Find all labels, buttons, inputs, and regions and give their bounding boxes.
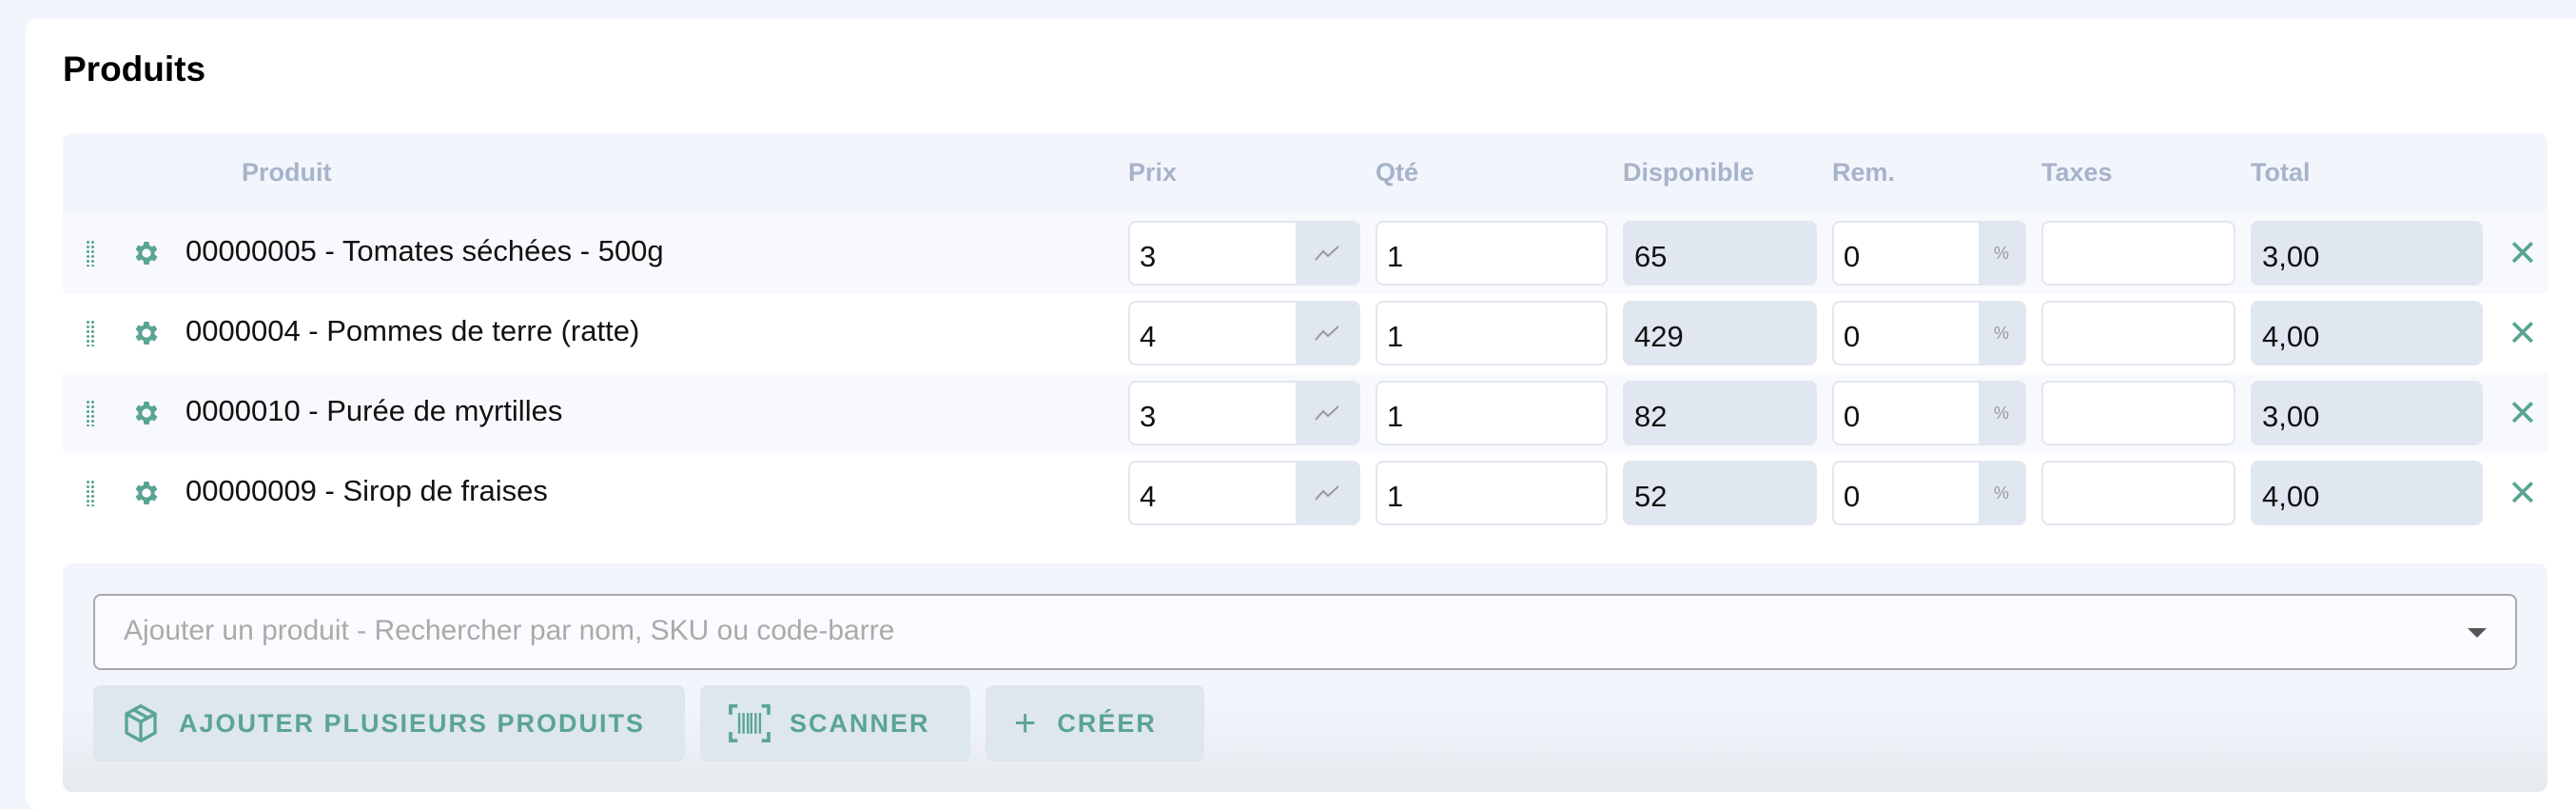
total-value: 4,00 xyxy=(2262,320,2320,353)
available-value: 429 xyxy=(1634,320,1684,353)
remove-row-close-icon[interactable]: ✕ xyxy=(2508,394,2538,434)
price-history-icon[interactable] xyxy=(1315,484,1339,502)
discount-input[interactable]: 0% xyxy=(1832,461,2026,525)
price-input[interactable]: 4 xyxy=(1128,461,1360,525)
product-name: 0000010 - Purée de myrtilles xyxy=(185,394,563,427)
remove-row-close-icon[interactable]: ✕ xyxy=(2508,314,2538,354)
price-value: 3 xyxy=(1140,240,1157,273)
remove-row-close-icon[interactable]: ✕ xyxy=(2508,234,2538,274)
total-value: 4,00 xyxy=(2262,480,2320,513)
col-qty: Qté xyxy=(1376,158,1419,187)
barcode-icon xyxy=(729,704,771,742)
scan-button[interactable]: SCANNER xyxy=(700,685,970,761)
price-input[interactable]: 4 xyxy=(1128,301,1360,365)
total-field: 3,00 xyxy=(2251,221,2483,286)
product-name: 00000005 - Tomates séchées - 500g xyxy=(185,234,664,267)
chevron-down-icon[interactable] xyxy=(2468,628,2487,638)
table-row: 00000009 - Sirop de fraises 4 1 52 0% 4,… xyxy=(63,453,2547,533)
create-label: CRÉER xyxy=(1057,708,1157,738)
taxes-input[interactable] xyxy=(2041,301,2235,365)
search-placeholder: Ajouter un produit - Rechercher par nom,… xyxy=(124,615,895,646)
table-row: 0000004 - Pommes de terre (ratte) 4 1 42… xyxy=(63,293,2547,373)
discount-input[interactable]: 0% xyxy=(1832,381,2026,445)
price-value: 4 xyxy=(1140,480,1157,513)
col-total: Total xyxy=(2251,158,2311,187)
available-field: 52 xyxy=(1623,461,1817,525)
add-product-panel: Ajouter un produit - Rechercher par nom,… xyxy=(63,563,2547,792)
scan-label: SCANNER xyxy=(790,708,930,738)
discount-value: 0 xyxy=(1844,240,1861,273)
drag-handle-icon[interactable] xyxy=(86,400,95,426)
qty-input[interactable]: 1 xyxy=(1376,221,1608,286)
price-value: 3 xyxy=(1140,400,1157,433)
price-history-icon[interactable] xyxy=(1315,404,1339,422)
price-history-icon[interactable] xyxy=(1315,325,1339,342)
percent-addon: % xyxy=(1979,383,2024,444)
drag-handle-icon[interactable] xyxy=(86,240,95,266)
price-history-icon[interactable] xyxy=(1315,245,1339,262)
qty-value: 1 xyxy=(1387,400,1404,433)
gear-icon[interactable] xyxy=(131,318,162,348)
total-value: 3,00 xyxy=(2262,240,2320,273)
gear-icon[interactable] xyxy=(131,478,162,508)
table-row: 0000010 - Purée de myrtilles 3 1 82 0% 3… xyxy=(63,373,2547,453)
total-field: 4,00 xyxy=(2251,301,2483,365)
qty-value: 1 xyxy=(1387,480,1404,513)
percent-addon: % xyxy=(1979,223,2024,284)
taxes-input[interactable] xyxy=(2041,381,2235,445)
col-discount: Rem. xyxy=(1832,158,1896,187)
col-taxes: Taxes xyxy=(2041,158,2113,187)
percent-addon: % xyxy=(1979,463,2024,523)
discount-value: 0 xyxy=(1844,400,1861,433)
discount-value: 0 xyxy=(1844,320,1861,353)
price-input[interactable]: 3 xyxy=(1128,381,1360,445)
gear-icon[interactable] xyxy=(131,398,162,428)
remove-row-close-icon[interactable]: ✕ xyxy=(2508,474,2538,514)
taxes-input[interactable] xyxy=(2041,461,2235,525)
discount-value: 0 xyxy=(1844,480,1861,513)
add-multiple-label: AJOUTER PLUSIEURS PRODUITS xyxy=(179,708,646,738)
box-icon xyxy=(125,703,157,743)
drag-handle-icon[interactable] xyxy=(86,320,95,346)
available-value: 82 xyxy=(1634,400,1668,433)
discount-input[interactable]: 0% xyxy=(1832,221,2026,286)
total-field: 3,00 xyxy=(2251,381,2483,445)
available-value: 65 xyxy=(1634,240,1668,273)
add-product-search[interactable]: Ajouter un produit - Rechercher par nom,… xyxy=(93,594,2517,670)
section-title: Produits xyxy=(63,49,206,89)
taxes-input[interactable] xyxy=(2041,221,2235,286)
available-field: 82 xyxy=(1623,381,1817,445)
percent-addon: % xyxy=(1979,303,2024,364)
available-field: 429 xyxy=(1623,301,1817,365)
col-product: Produit xyxy=(242,158,332,187)
price-input[interactable]: 3 xyxy=(1128,221,1360,286)
qty-value: 1 xyxy=(1387,320,1404,353)
total-value: 3,00 xyxy=(2262,400,2320,433)
discount-input[interactable]: 0% xyxy=(1832,301,2026,365)
available-value: 52 xyxy=(1634,480,1668,513)
table-row: 00000005 - Tomates séchées - 500g 3 1 65… xyxy=(63,213,2547,293)
create-button[interactable]: + CRÉER xyxy=(986,685,1204,761)
qty-value: 1 xyxy=(1387,240,1404,273)
total-field: 4,00 xyxy=(2251,461,2483,525)
col-price: Prix xyxy=(1128,158,1178,187)
table-header: Produit Prix Qté Disponible Rem. Taxes T… xyxy=(63,133,2547,213)
available-field: 65 xyxy=(1623,221,1817,286)
product-name: 00000009 - Sirop de fraises xyxy=(185,474,548,507)
product-name: 0000004 - Pommes de terre (ratte) xyxy=(185,314,640,347)
price-value: 4 xyxy=(1140,320,1157,353)
gear-icon[interactable] xyxy=(131,238,162,268)
col-available: Disponible xyxy=(1623,158,1755,187)
qty-input[interactable]: 1 xyxy=(1376,381,1608,445)
qty-input[interactable]: 1 xyxy=(1376,301,1608,365)
drag-handle-icon[interactable] xyxy=(86,480,95,506)
qty-input[interactable]: 1 xyxy=(1376,461,1608,525)
plus-icon: + xyxy=(1014,701,1039,744)
add-multiple-button[interactable]: AJOUTER PLUSIEURS PRODUITS xyxy=(93,685,685,761)
